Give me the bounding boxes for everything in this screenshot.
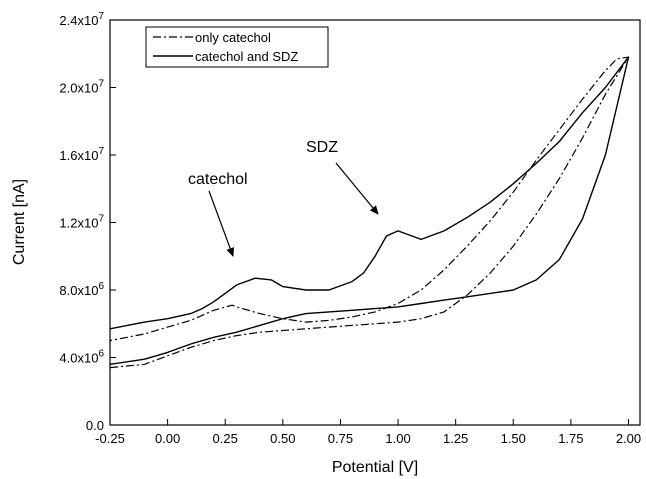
x-tick-label: 2.00 bbox=[616, 431, 641, 446]
x-tick-label: 1.75 bbox=[558, 431, 583, 446]
annotation-sdz-label: SDZ bbox=[306, 139, 338, 156]
x-axis-title: Potential [V] bbox=[332, 459, 418, 476]
y-tick-label: 8.0x106 bbox=[59, 281, 104, 298]
legend-label-only-catechol: only catechol bbox=[195, 30, 271, 45]
y-tick-label: 2.4x107 bbox=[59, 11, 104, 28]
x-tick-label: 1.50 bbox=[501, 431, 526, 446]
annotation-sdz: SDZ bbox=[306, 139, 379, 215]
y-tick-label: 1.6x107 bbox=[59, 146, 104, 163]
plot-frame bbox=[109, 19, 641, 426]
x-tick-label: 0.00 bbox=[155, 431, 180, 446]
series-layer bbox=[109, 56, 630, 369]
x-tick-label: 0.25 bbox=[213, 431, 238, 446]
legend: only catechol catechol and SDZ bbox=[145, 26, 329, 68]
y-tick-label: 1.2x107 bbox=[59, 214, 104, 231]
y-tick-label: 4.0x106 bbox=[59, 349, 104, 366]
x-tick-label: 0.75 bbox=[328, 431, 353, 446]
x-tick-label: -0.25 bbox=[95, 431, 125, 446]
series-line-catechol-and-SDZ bbox=[109, 56, 630, 365]
y-axis-ticks: 0.0 4.0x106 8.0x106 1.2x107 1.6x107 2.0x107 2.… bbox=[59, 11, 116, 433]
legend-label-catechol-and-sdz: catechol and SDZ bbox=[195, 49, 298, 64]
x-axis-ticks: -0.25 0.00 0.25 0.50 0.75 1.00 1.25 1.50 1.75 2.0… bbox=[95, 419, 641, 446]
x-tick-label: 1.00 bbox=[385, 431, 410, 446]
y-tick-label: 0.0 bbox=[86, 418, 104, 433]
x-tick-label: 1.25 bbox=[443, 431, 468, 446]
annotation-catechol-label: catechol bbox=[188, 171, 248, 188]
y-axis-title: Current [nA] bbox=[11, 179, 28, 265]
x-tick-label: 0.50 bbox=[270, 431, 295, 446]
annotation-sdz-arrow bbox=[335, 162, 379, 215]
annotation-catechol-arrow bbox=[208, 190, 234, 257]
series-line-only-catechol bbox=[109, 56, 630, 369]
y-tick-label: 2.0x107 bbox=[59, 79, 104, 96]
annotation-catechol: catechol bbox=[188, 171, 248, 257]
legend-box bbox=[145, 26, 329, 68]
